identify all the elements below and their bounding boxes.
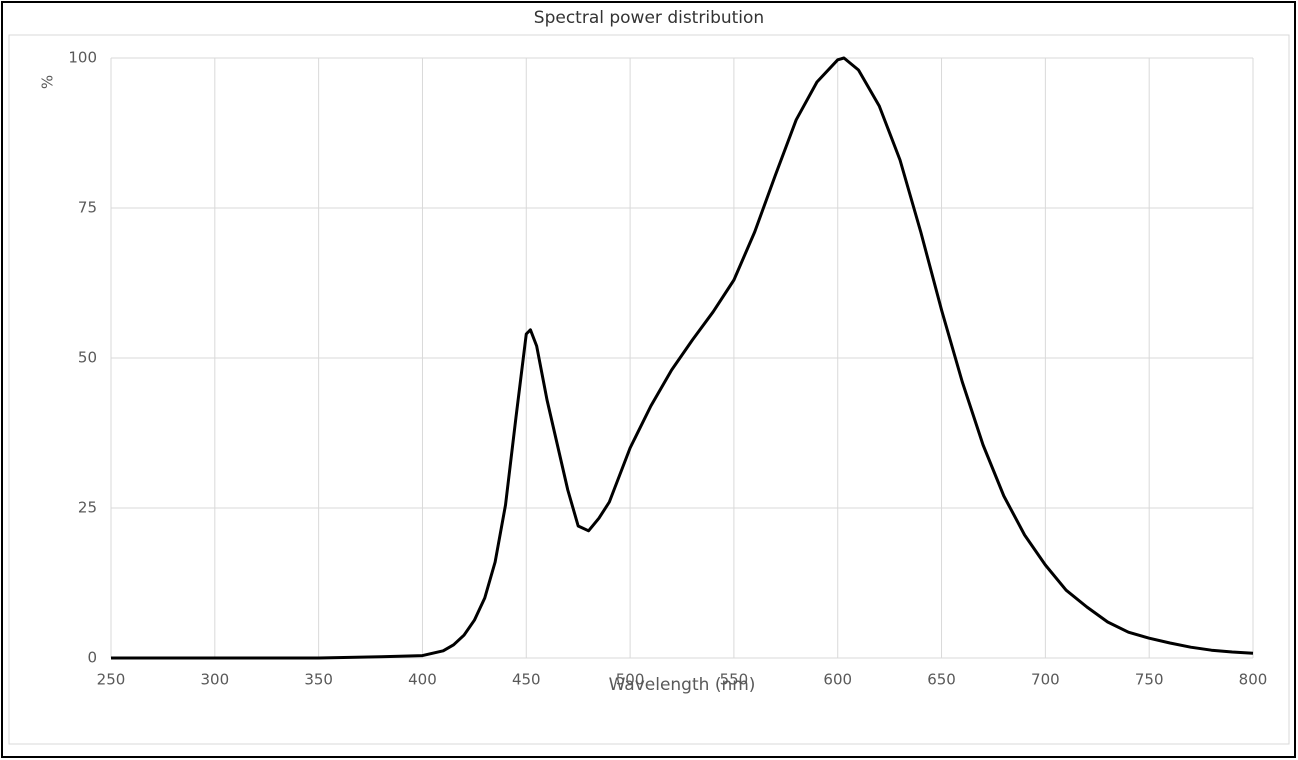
y-tick-label: 50 bbox=[78, 349, 97, 367]
x-tick-label: 500 bbox=[616, 671, 645, 689]
spectrum-line bbox=[111, 56, 1254, 660]
x-tick-label: 750 bbox=[1135, 671, 1164, 689]
x-tick-label: 800 bbox=[1239, 671, 1268, 689]
x-axis-label: Wavelength (nm) bbox=[609, 675, 756, 695]
chart-title: Spectral power distribution bbox=[534, 8, 764, 28]
y-tick-label: 75 bbox=[78, 199, 97, 217]
y-tick-label: 100 bbox=[68, 49, 97, 67]
x-tick-label: 550 bbox=[720, 671, 749, 689]
y-tick-label: 0 bbox=[87, 649, 97, 667]
y-axis-label: % bbox=[39, 75, 57, 89]
x-tick-label: 250 bbox=[97, 671, 126, 689]
x-tick-label: 300 bbox=[200, 671, 229, 689]
x-tick-label: 700 bbox=[1031, 671, 1060, 689]
x-tick-label: 600 bbox=[823, 671, 852, 689]
chart-frame bbox=[8, 34, 1290, 745]
x-tick-label: 450 bbox=[512, 671, 541, 689]
x-tick-label: 350 bbox=[304, 671, 333, 689]
x-tick-label: 650 bbox=[927, 671, 956, 689]
y-tick-label: 25 bbox=[78, 499, 97, 517]
x-tick-label: 400 bbox=[408, 671, 437, 689]
